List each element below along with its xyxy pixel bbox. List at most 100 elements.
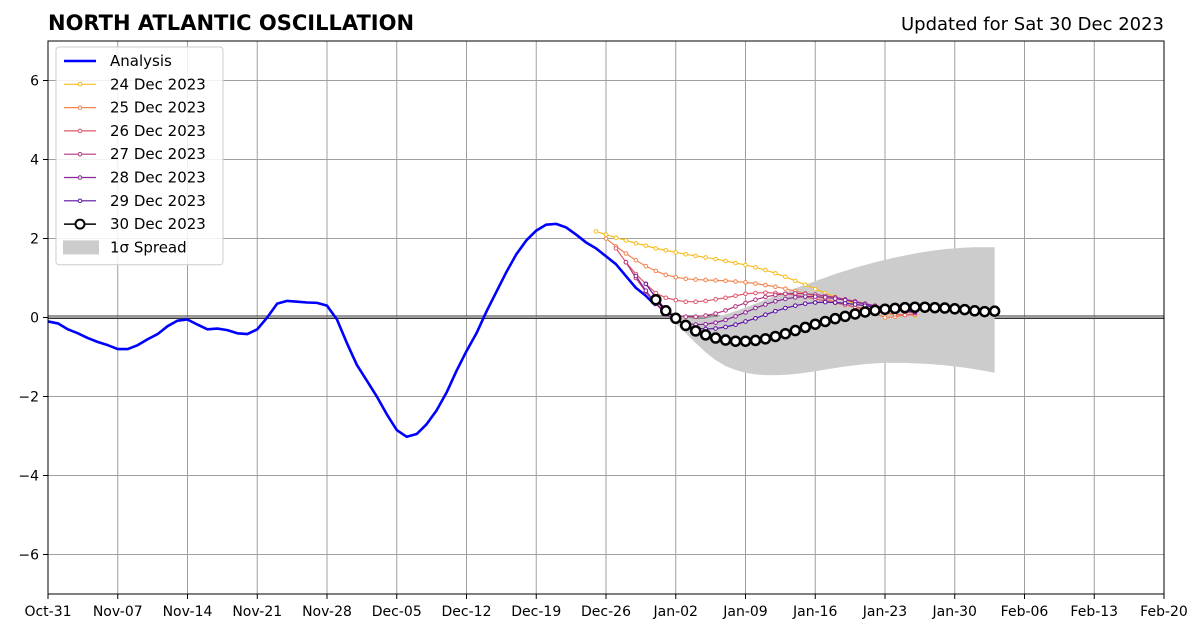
forecast-point: [822, 299, 828, 305]
forecast-point: [978, 305, 991, 318]
legend-marker: [77, 151, 83, 157]
forecast-point: [763, 267, 768, 273]
x-tick-label: Jan-23: [862, 604, 907, 620]
y-tick-label: −2: [18, 390, 39, 406]
legend-label: 30 Dec 2023: [110, 215, 206, 233]
forecast-point: [703, 321, 708, 327]
forecast-point: [699, 329, 712, 341]
forecast-point: [719, 334, 732, 346]
forecast-point: [643, 288, 649, 293]
forecast-point: [793, 295, 798, 300]
x-tick-label: Feb-13: [1070, 604, 1118, 620]
forecast-point: [783, 286, 788, 291]
forecast-point: [723, 278, 728, 284]
forecast-point: [733, 279, 738, 284]
forecast-point: [713, 278, 718, 283]
forecast-point: [683, 276, 689, 282]
legend-swatch: [63, 240, 99, 255]
forecast-point: [703, 255, 708, 260]
legend-marker: [77, 198, 83, 204]
x-tick-label: Oct-31: [24, 604, 71, 620]
forecast-point: [679, 319, 692, 332]
forecast-point: [663, 272, 669, 278]
forecast-point: [988, 305, 1001, 317]
forecast-point: [812, 286, 818, 292]
forecast-point: [733, 260, 738, 266]
x-tick-label: Nov-14: [163, 604, 213, 620]
forecast-point: [633, 257, 639, 263]
forecast-point: [693, 299, 698, 305]
forecast-point: [623, 238, 629, 243]
forecast-point: [783, 305, 788, 311]
forecast-point: [723, 324, 728, 330]
forecast-point: [723, 295, 728, 301]
x-tick-label: Dec-26: [581, 604, 631, 620]
x-tick-label: Feb-20: [1140, 604, 1188, 620]
x-tick-label: Nov-07: [93, 604, 143, 620]
forecast-point: [650, 293, 662, 306]
forecast-point: [769, 330, 782, 343]
x-tick-label: Jan-09: [722, 604, 767, 620]
forecast-point: [753, 315, 758, 321]
forecast-point: [793, 291, 798, 296]
forecast-point: [733, 314, 738, 319]
forecast-point: [793, 303, 798, 308]
forecast-point: [713, 326, 718, 331]
forecast-point: [683, 314, 689, 320]
forecast-point: [832, 296, 838, 301]
forecast-point: [723, 308, 728, 313]
forecast-point: [623, 251, 629, 256]
forecast-point: [743, 291, 748, 297]
forecast-point: [733, 293, 738, 299]
forecast-point: [929, 301, 941, 314]
plot-area: Oct-31 Nov-07 Nov-14 Nov-21 Nov-28 Dec-05 Dec-…: [18, 40, 1188, 620]
forecast-point: [713, 320, 718, 325]
forecast-point: [889, 302, 901, 315]
legend-marker: [77, 128, 83, 134]
forecast-point: [909, 301, 921, 313]
forecast-point: [839, 310, 851, 323]
forecast-point: [660, 305, 672, 317]
forecast-point: [789, 324, 802, 337]
forecast-point: [693, 314, 698, 320]
forecast-point: [613, 246, 619, 251]
forecast-point: [673, 274, 679, 280]
forecast-point: [968, 305, 981, 317]
forecast-point: [653, 246, 659, 251]
forecast-point: [593, 229, 599, 234]
forecast-point: [882, 315, 888, 320]
forecast-point: [809, 318, 821, 330]
forecast-point: [613, 235, 619, 241]
forecast-point: [643, 263, 649, 269]
y-tick-label: 0: [30, 311, 39, 327]
forecast-point: [819, 315, 831, 328]
forecast-point: [773, 284, 778, 289]
forecast-point: [633, 273, 639, 279]
forecast-point: [753, 305, 758, 311]
x-tick-label: Jan-16: [792, 604, 838, 620]
forecast-point: [822, 295, 828, 300]
axes-frame: [47, 40, 1165, 595]
y-tick-label: 4: [30, 153, 39, 169]
legend-box: [55, 46, 224, 266]
forecast-point: [689, 325, 702, 337]
forecast-point: [793, 278, 798, 284]
forecast-point: [773, 292, 778, 298]
x-tick-label: Feb-06: [1001, 604, 1049, 620]
forecast-point: [673, 297, 679, 303]
forecast-point: [842, 300, 848, 306]
legend-label: 24 Dec 2023: [110, 75, 206, 93]
forecast-point: [812, 300, 818, 305]
legend: Analysis 24 Dec 2023 25 Dec 2023 26 Dec 202…: [55, 46, 224, 266]
forecast-point: [743, 310, 748, 315]
forecast-point: [673, 250, 679, 255]
forecast-point: [763, 290, 768, 295]
forecast-point: [623, 259, 629, 265]
forecast-point: [869, 304, 881, 317]
forecast-point: [749, 334, 762, 347]
forecast-point: [683, 252, 689, 257]
forecast-point: [763, 312, 768, 318]
legend-label: 25 Dec 2023: [110, 99, 206, 117]
x-tick-label: Dec-12: [442, 604, 492, 620]
